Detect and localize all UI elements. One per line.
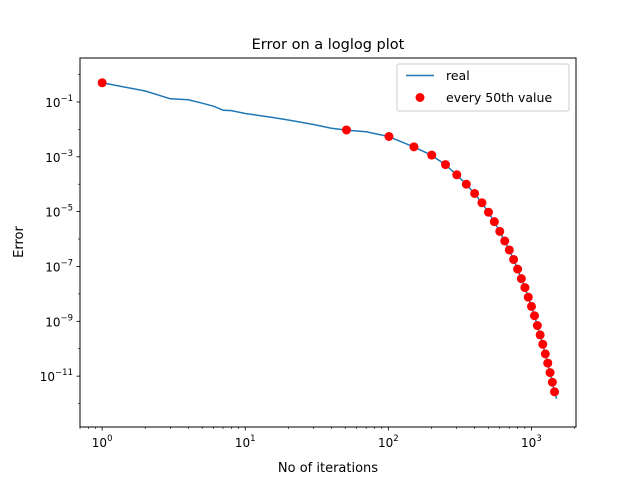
series-marker-point	[538, 339, 548, 349]
x-tick-label: 102	[378, 434, 399, 450]
series-marker-point	[513, 264, 523, 274]
series-marker-point	[441, 160, 450, 170]
series-layer	[97, 78, 560, 399]
series-marker-point	[540, 349, 550, 359]
series-marker-point	[384, 131, 394, 141]
y-tick-label: 10−3	[45, 149, 73, 165]
series-marker-point	[483, 207, 493, 217]
x-axis-label: No of iterations	[278, 461, 378, 476]
x-tick-label: 101	[235, 434, 256, 450]
series-marker-point	[520, 283, 530, 293]
series-marker-point	[526, 301, 536, 311]
legend-frame	[396, 63, 570, 112]
y-tick-label: 10−1	[45, 94, 73, 110]
series-marker-point	[452, 170, 462, 180]
series-marker-point	[97, 78, 107, 88]
chart-title: Error on a loglog plot	[252, 37, 405, 53]
series-marker-point	[495, 226, 505, 236]
plot-area	[79, 57, 577, 428]
series-marker-point	[509, 254, 519, 264]
x-tick-label: 103	[521, 434, 542, 450]
series-marker-point	[550, 387, 560, 397]
series-marker-point	[545, 368, 555, 378]
series-marker-point	[543, 358, 553, 368]
series-marker-point	[489, 217, 499, 227]
series-marker-point	[461, 179, 471, 189]
series-marker-point	[409, 142, 419, 152]
series-marker-point	[477, 198, 487, 208]
x-axis: 100 101 102 103	[79, 427, 575, 450]
series-marker-point	[427, 150, 437, 160]
legend: real every 50th value	[396, 63, 570, 112]
series-marker-point	[500, 236, 510, 246]
series-marker-point	[535, 330, 545, 340]
axes-frame	[79, 57, 577, 428]
series-marker-point	[341, 125, 351, 135]
x-tick-label: 100	[92, 434, 113, 450]
series-marker-point	[504, 245, 514, 255]
y-axis-label: Error	[12, 226, 27, 258]
y-tick-label: 10−7	[45, 258, 73, 274]
y-tick-label: 10−5	[45, 204, 73, 220]
legend-marker-swatch	[415, 93, 425, 102]
series-marker-point	[516, 274, 526, 284]
legend-label-markers: every 50th value	[446, 90, 552, 105]
y-axis: 10−11 10−9 10−7 10−5 10−3 10−1	[40, 74, 80, 404]
series-marker-point	[532, 321, 542, 331]
y-tick-label: 10−9	[45, 313, 73, 329]
series-marker-point	[523, 292, 533, 302]
legend-label-real: real	[446, 68, 470, 83]
series-marker-point	[547, 377, 557, 387]
series-marker-point	[529, 311, 539, 321]
y-tick-label: 10−11	[40, 368, 73, 384]
series-marker-point	[470, 188, 480, 198]
